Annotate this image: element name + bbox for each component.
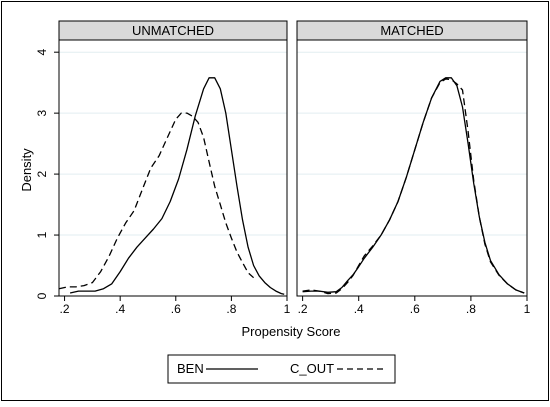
x-tick-label: .2	[60, 302, 70, 316]
panel-0: UNMATCHED .2 .4 .6 .8 1 0 1 2 3 4	[35, 20, 291, 316]
legend-label-ben: BEN	[177, 361, 204, 376]
y-tick-label: 1	[35, 231, 49, 238]
series-line-ben	[69, 77, 285, 295]
plot-area	[297, 40, 527, 296]
series-line-c-out	[302, 78, 525, 295]
x-tick-label: 1	[524, 302, 531, 316]
y-tick-label: 3	[35, 109, 49, 116]
plot-area	[59, 40, 287, 296]
panels: UNMATCHED .2 .4 .6 .8 1 0 1 2 3 4 MATCHED .2 .4 .6 .8 1	[35, 20, 531, 316]
y-tick-label: 4	[35, 49, 49, 56]
panel-title: MATCHED	[380, 23, 443, 38]
x-tick-label: .4	[354, 302, 364, 316]
x-tick-label: .6	[171, 302, 181, 316]
plot-border	[58, 39, 288, 297]
x-tick-label: .8	[466, 302, 476, 316]
x-tick-label: .2	[298, 302, 308, 316]
legend-label-c-out: C_OUT	[290, 361, 334, 376]
x-tick-label: .4	[115, 302, 125, 316]
y-axis-label: Density	[19, 148, 34, 192]
x-tick-label: .8	[226, 302, 236, 316]
series-line-c-out	[58, 112, 255, 290]
x-tick-label: 1	[284, 302, 291, 316]
panel-title: UNMATCHED	[132, 23, 214, 38]
plot-border	[296, 39, 528, 297]
y-tick-label: 0	[35, 292, 49, 299]
y-tick-label: 2	[35, 170, 49, 177]
legend: BEN C_OUT	[167, 354, 396, 384]
panel-1: MATCHED .2 .4 .6 .8 1	[296, 20, 531, 316]
x-axis-label: Propensity Score	[242, 324, 341, 339]
x-tick-label: .6	[410, 302, 420, 316]
